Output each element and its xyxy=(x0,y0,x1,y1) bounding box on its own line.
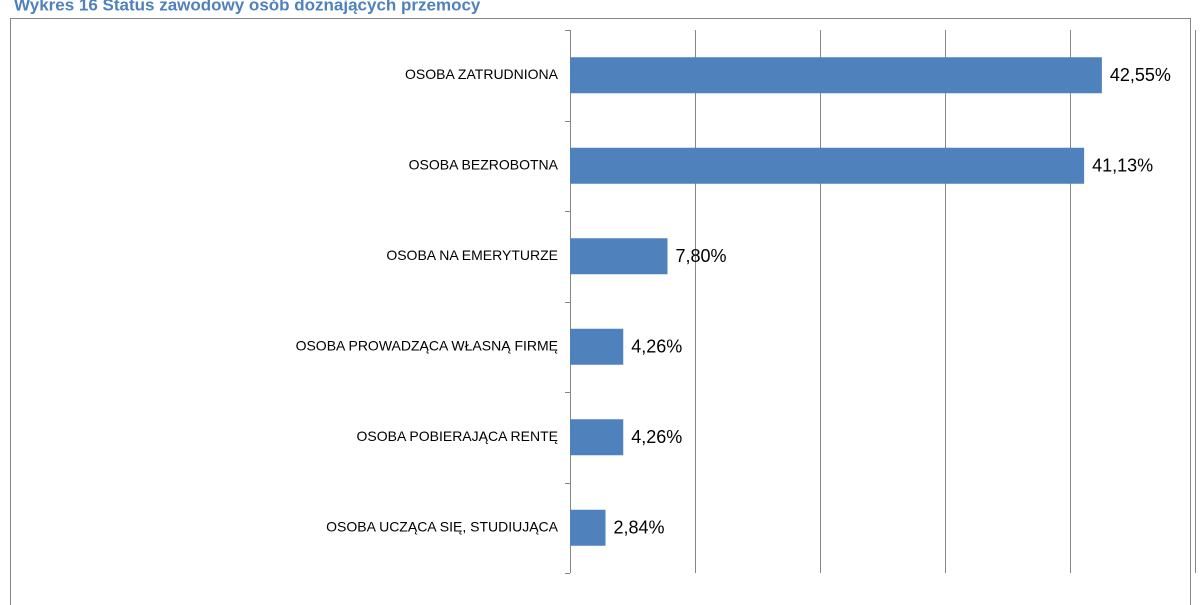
data-label: 2,84% xyxy=(614,518,665,538)
y-tick-label: OSOBA BEZROBOTNA xyxy=(409,156,559,172)
y-tick-label: OSOBA POBIERAJĄCA RENTĘ xyxy=(356,428,558,444)
bar xyxy=(570,328,624,365)
bar xyxy=(570,419,624,456)
y-tick-label: OSOBA UCZĄCA SIĘ, STUDIUJĄCA xyxy=(326,518,558,534)
data-label: 41,13% xyxy=(1092,156,1153,176)
y-tick-label: OSOBA ZATRUDNIONA xyxy=(405,66,559,82)
y-tick-label: OSOBA NA EMERYTURZE xyxy=(386,247,558,263)
data-label: 42,55% xyxy=(1110,65,1171,85)
bar xyxy=(570,147,1085,184)
data-label: 4,26% xyxy=(631,427,682,447)
bar xyxy=(570,57,1102,94)
chart-border xyxy=(10,18,1191,605)
chart-title: Wykres 16 Status zawodowy osób doznający… xyxy=(14,0,481,14)
y-tick-label: OSOBA PROWADZĄCA WŁASNĄ FIRMĘ xyxy=(296,337,558,353)
data-label: 7,80% xyxy=(676,246,727,266)
data-label: 4,26% xyxy=(631,337,682,357)
bar xyxy=(570,509,606,546)
bar xyxy=(570,238,668,275)
